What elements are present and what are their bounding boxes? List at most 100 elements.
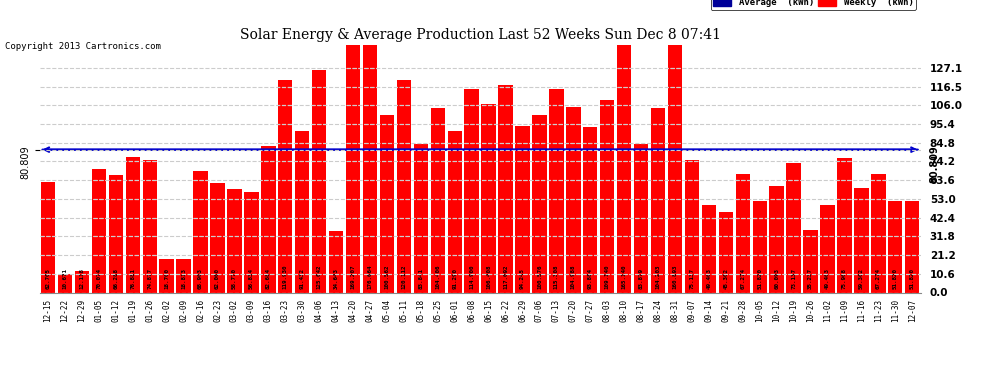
Text: 160.893: 160.893 [672, 264, 677, 289]
Bar [245, 192, 258, 292]
Bar [362, 0, 377, 292]
Bar [228, 189, 242, 292]
Bar [176, 259, 191, 292]
Bar [668, 8, 682, 292]
Text: 58.770: 58.770 [232, 268, 237, 289]
Text: 51.820: 51.820 [910, 268, 915, 289]
Text: 56.834: 56.834 [248, 268, 253, 289]
Bar [431, 108, 445, 292]
Text: 62.705: 62.705 [46, 268, 50, 289]
Bar [126, 157, 140, 292]
Bar [583, 126, 598, 292]
Bar [41, 182, 55, 292]
Text: 104.988: 104.988 [571, 264, 576, 289]
Text: 100.562: 100.562 [384, 264, 389, 289]
Text: 115.308: 115.308 [553, 264, 559, 289]
Text: 18.813: 18.813 [181, 268, 186, 289]
Bar [871, 174, 885, 292]
Bar [803, 230, 818, 292]
Text: 18.700: 18.700 [164, 268, 169, 289]
Bar [143, 160, 157, 292]
Bar [549, 88, 563, 292]
Bar [464, 89, 479, 292]
Bar [838, 158, 851, 292]
Bar [261, 146, 275, 292]
Text: 176.664: 176.664 [367, 264, 372, 289]
Bar [380, 115, 394, 292]
Text: 51.820: 51.820 [757, 268, 762, 289]
Bar [414, 144, 428, 292]
Legend: Average  (kWh), Weekly  (kWh): Average (kWh), Weekly (kWh) [711, 0, 916, 10]
Text: 109.140: 109.140 [605, 264, 610, 289]
Text: 104.406: 104.406 [436, 264, 441, 289]
Text: 35.237: 35.237 [808, 268, 813, 289]
Text: 10.671: 10.671 [62, 268, 67, 289]
Text: 117.092: 117.092 [503, 264, 508, 289]
Bar [617, 0, 632, 292]
Text: 125.642: 125.642 [317, 264, 322, 289]
Bar [854, 188, 868, 292]
Text: 120.112: 120.112 [401, 264, 407, 289]
Text: 34.643: 34.643 [334, 268, 339, 289]
Text: 83.879: 83.879 [639, 268, 644, 289]
Text: 70.074: 70.074 [96, 268, 101, 289]
Bar [159, 260, 174, 292]
Bar [821, 205, 835, 292]
Bar [210, 183, 225, 292]
Bar [295, 131, 310, 292]
Bar [634, 144, 648, 292]
Text: 67.274: 67.274 [876, 268, 881, 289]
Text: 59.302: 59.302 [859, 268, 864, 289]
Bar [312, 70, 327, 292]
Bar [75, 271, 89, 292]
Text: 114.900: 114.900 [469, 264, 474, 289]
Bar [685, 160, 699, 292]
Bar [719, 212, 733, 292]
Text: 165.140: 165.140 [622, 264, 627, 289]
Bar [533, 115, 546, 292]
Bar [769, 186, 784, 292]
Bar [650, 108, 665, 292]
Text: 49.463: 49.463 [825, 268, 830, 289]
Bar [736, 174, 750, 292]
Bar [888, 201, 903, 292]
Bar [193, 171, 208, 292]
Text: 169.207: 169.207 [350, 264, 355, 289]
Text: 91.290: 91.290 [452, 268, 457, 289]
Bar [702, 205, 716, 292]
Text: 75.137: 75.137 [689, 268, 694, 289]
Text: 73.137: 73.137 [791, 268, 796, 289]
Bar [786, 163, 801, 292]
Bar [329, 231, 344, 292]
Text: 83.841: 83.841 [419, 268, 424, 289]
Text: 82.684: 82.684 [266, 268, 271, 289]
Text: 60.093: 60.093 [774, 268, 779, 289]
Text: 106.408: 106.408 [486, 264, 491, 289]
Bar [447, 131, 462, 292]
Text: Copyright 2013 Cartronics.com: Copyright 2013 Cartronics.com [5, 42, 160, 51]
Text: 49.463: 49.463 [707, 268, 712, 289]
Text: 94.245: 94.245 [520, 268, 525, 289]
Bar [481, 104, 496, 292]
Bar [600, 99, 615, 292]
Bar [566, 107, 580, 292]
Text: 76.881: 76.881 [131, 268, 136, 289]
Bar [346, 0, 360, 292]
Text: 75.968: 75.968 [842, 268, 847, 289]
Text: 104.203: 104.203 [655, 264, 660, 289]
Text: 12.118: 12.118 [79, 268, 84, 289]
Bar [57, 274, 72, 292]
Text: 68.903: 68.903 [198, 268, 203, 289]
Bar [905, 201, 920, 292]
Text: 45.302: 45.302 [724, 268, 729, 289]
Bar [397, 80, 411, 292]
Bar [278, 81, 292, 292]
Text: 119.930: 119.930 [283, 264, 288, 289]
Text: 91.432: 91.432 [300, 268, 305, 289]
Bar [752, 201, 767, 292]
Text: 93.884: 93.884 [588, 268, 593, 289]
Text: 74.877: 74.877 [148, 268, 152, 289]
Title: Solar Energy & Average Production Last 52 Weeks Sun Dec 8 07:41: Solar Energy & Average Production Last 5… [240, 28, 721, 42]
Bar [109, 175, 123, 292]
Text: 67.274: 67.274 [741, 268, 745, 289]
